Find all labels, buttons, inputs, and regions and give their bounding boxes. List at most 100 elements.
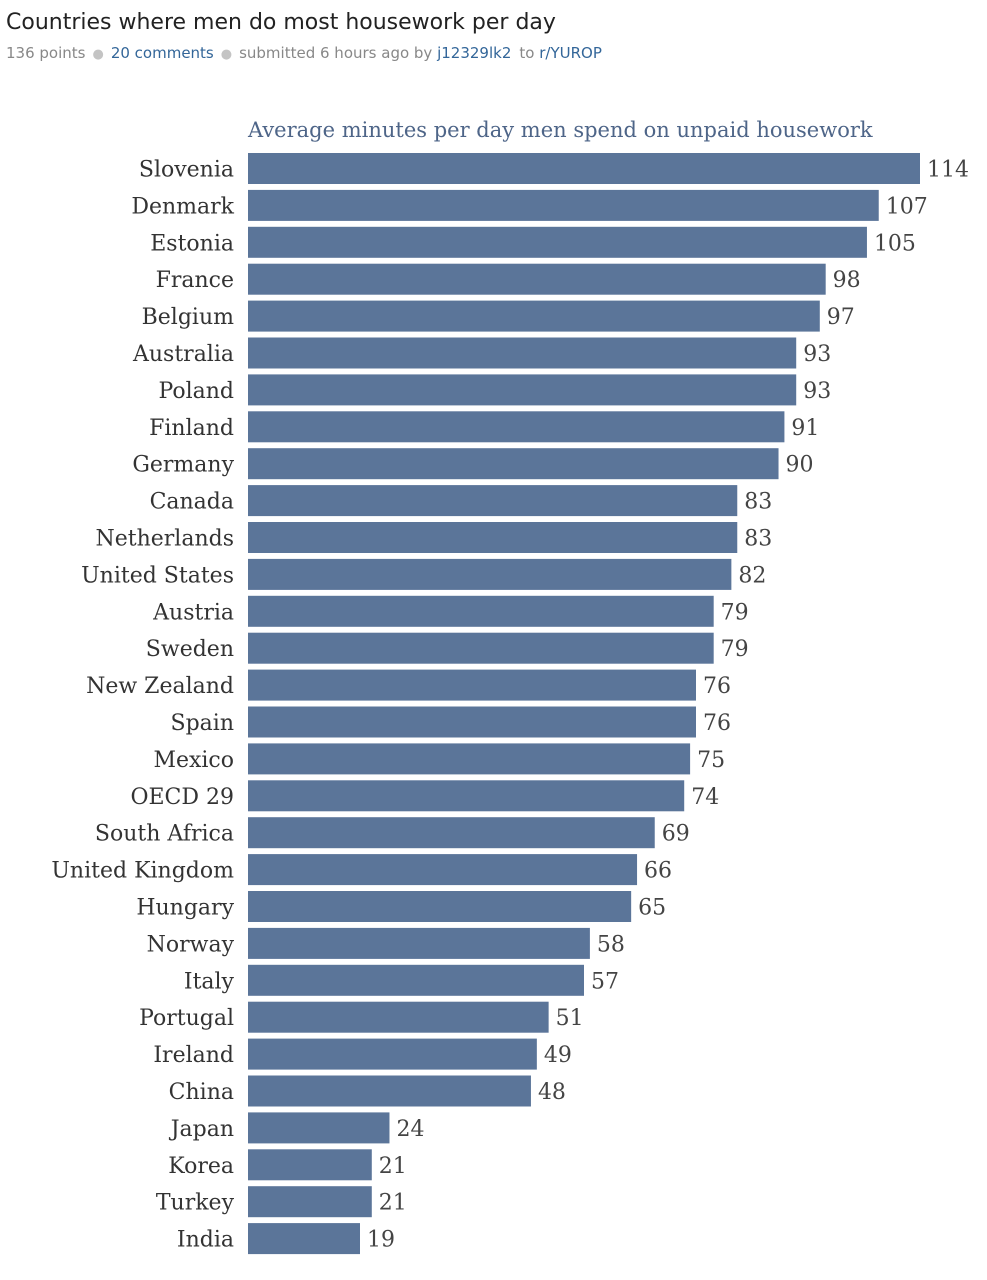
value-label-south-africa: 69 xyxy=(662,822,690,847)
category-label-south-africa: South Africa xyxy=(95,822,234,847)
category-label-italy: Italy xyxy=(184,969,235,994)
category-label-united-kingdom: United Kingdom xyxy=(51,859,234,884)
category-label-hungary: Hungary xyxy=(136,896,234,921)
bar-chart: Average minutes per day men spend on unp… xyxy=(51,118,969,1255)
value-label-united-kingdom: 66 xyxy=(644,859,672,884)
category-label-sweden: Sweden xyxy=(146,637,234,662)
category-label-united-states: United States xyxy=(81,563,234,588)
bar-austria xyxy=(248,595,714,627)
category-label-portugal: Portugal xyxy=(139,1006,234,1031)
value-label-belgium: 97 xyxy=(827,305,855,330)
category-label-poland: Poland xyxy=(158,379,234,404)
bar-belgium xyxy=(248,300,820,332)
value-label-austria: 79 xyxy=(721,600,749,625)
value-label-norway: 58 xyxy=(597,932,625,957)
value-label-turkey: 21 xyxy=(379,1191,407,1216)
submitted-text: submitted 6 hours ago by xyxy=(239,44,433,62)
subreddit-link[interactable]: r/YUROP xyxy=(539,44,602,62)
category-label-germany: Germany xyxy=(132,453,234,478)
value-label-denmark: 107 xyxy=(886,194,928,219)
bar-japan xyxy=(248,1112,390,1144)
bar-france xyxy=(248,263,826,295)
category-label-canada: Canada xyxy=(150,490,234,515)
category-label-new-zealand: New Zealand xyxy=(86,674,234,699)
separator-dot-icon: ● xyxy=(220,47,233,62)
bar-norway xyxy=(248,927,590,959)
value-label-portugal: 51 xyxy=(556,1006,584,1031)
chart-title: Average minutes per day men spend on unp… xyxy=(247,118,873,142)
bar-germany xyxy=(248,448,779,480)
value-label-sweden: 79 xyxy=(721,637,749,662)
category-label-oecd-29: OECD 29 xyxy=(130,785,234,810)
bar-new-zealand xyxy=(248,669,696,701)
bar-estonia xyxy=(248,226,867,258)
bar-united-states xyxy=(248,558,732,590)
bar-korea xyxy=(248,1149,372,1181)
value-label-spain: 76 xyxy=(703,711,731,736)
value-label-estonia: 105 xyxy=(874,231,916,256)
points-count: 136 points xyxy=(6,44,86,62)
bar-spain xyxy=(248,706,696,738)
category-label-slovenia: Slovenia xyxy=(139,158,234,183)
category-label-denmark: Denmark xyxy=(131,194,234,219)
value-label-canada: 83 xyxy=(744,490,772,515)
post-header: Countries where men do most housework pe… xyxy=(6,6,981,66)
category-label-austria: Austria xyxy=(152,600,234,625)
value-label-australia: 93 xyxy=(803,342,831,367)
bar-sweden xyxy=(248,632,714,664)
value-label-new-zealand: 76 xyxy=(703,674,731,699)
category-label-belgium: Belgium xyxy=(142,305,235,330)
category-label-mexico: Mexico xyxy=(153,748,234,773)
to-text: to xyxy=(519,44,535,62)
value-label-finland: 91 xyxy=(791,416,819,441)
value-label-india: 19 xyxy=(367,1228,395,1253)
bar-netherlands xyxy=(248,522,738,553)
bar-canada xyxy=(248,485,738,517)
category-label-india: India xyxy=(177,1228,234,1253)
bar-oecd-29 xyxy=(248,780,685,812)
value-label-slovenia: 114 xyxy=(927,158,969,183)
category-label-france: France xyxy=(156,268,234,293)
bar-india xyxy=(248,1223,360,1255)
category-label-china: China xyxy=(169,1080,234,1105)
value-label-united-states: 82 xyxy=(738,563,766,588)
value-label-poland: 93 xyxy=(803,379,831,404)
bar-turkey xyxy=(248,1186,372,1218)
category-label-norway: Norway xyxy=(147,932,235,957)
value-label-germany: 90 xyxy=(786,453,814,478)
bar-poland xyxy=(248,374,797,406)
comments-link[interactable]: 20 comments xyxy=(110,44,214,62)
category-label-korea: Korea xyxy=(168,1154,234,1179)
separator-dot-icon: ● xyxy=(92,47,104,62)
category-label-spain: Spain xyxy=(171,711,234,736)
category-label-japan: Japan xyxy=(169,1117,234,1142)
post-title[interactable]: Countries where men do most housework pe… xyxy=(6,10,556,35)
bar-mexico xyxy=(248,743,691,775)
bar-slovenia xyxy=(248,153,920,184)
value-label-china: 48 xyxy=(538,1080,566,1105)
bar-hungary xyxy=(248,891,632,922)
value-label-italy: 57 xyxy=(591,969,619,994)
category-label-estonia: Estonia xyxy=(150,231,234,256)
bar-south-africa xyxy=(248,817,655,849)
category-label-netherlands: Netherlands xyxy=(95,527,234,552)
value-label-oecd-29: 74 xyxy=(691,785,719,810)
bar-finland xyxy=(248,411,785,443)
value-label-ireland: 49 xyxy=(544,1043,572,1068)
value-label-japan: 24 xyxy=(396,1117,424,1142)
bar-italy xyxy=(248,964,584,996)
category-label-australia: Australia xyxy=(132,342,234,367)
value-label-hungary: 65 xyxy=(638,896,666,921)
author-link[interactable]: j12329lk2 xyxy=(437,44,512,62)
category-label-ireland: Ireland xyxy=(153,1043,234,1068)
value-label-korea: 21 xyxy=(379,1154,407,1179)
bar-united-kingdom xyxy=(248,854,638,886)
bar-portugal xyxy=(248,1001,549,1033)
bar-denmark xyxy=(248,189,879,221)
value-label-mexico: 75 xyxy=(697,748,725,773)
bar-china xyxy=(248,1075,531,1107)
post-meta: 136 points ● 20 comments ● submitted 6 hours… xyxy=(6,42,981,66)
category-label-finland: Finland xyxy=(149,416,234,441)
category-label-turkey: Turkey xyxy=(156,1191,235,1216)
bar-ireland xyxy=(248,1038,537,1070)
